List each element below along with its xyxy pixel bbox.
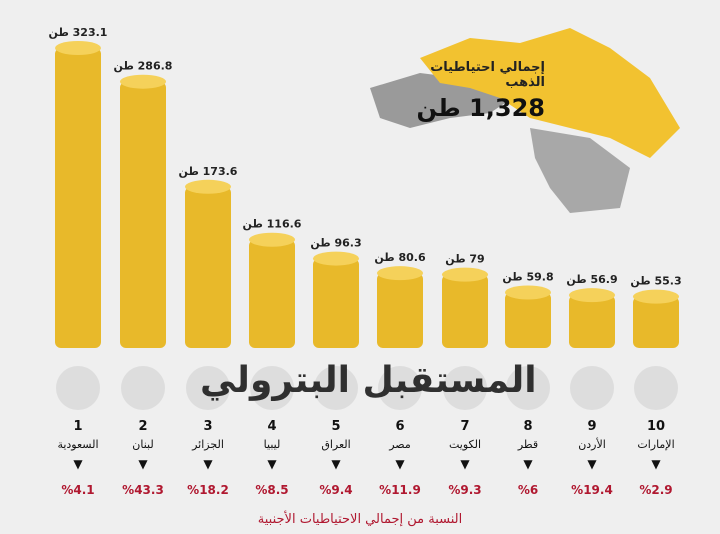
total-unit: طن bbox=[416, 94, 461, 122]
rank-label: 2 bbox=[138, 419, 147, 434]
percent-caption: النسبة من إجمالي الاحتياطيات الأجنبية bbox=[257, 512, 463, 527]
percent-label: %18.2 bbox=[187, 483, 229, 497]
total-value: 1,328 طن bbox=[395, 94, 545, 122]
libya-flag bbox=[250, 366, 294, 410]
rank-label: 1 bbox=[73, 419, 82, 434]
percent-label: %8.5 bbox=[255, 483, 288, 497]
down-arrow-icon: ▼ bbox=[267, 457, 277, 471]
qatar-flag bbox=[506, 366, 550, 410]
lebanon-flag bbox=[121, 366, 165, 410]
value-label: 79 طن bbox=[445, 253, 484, 266]
percent-label: %4.1 bbox=[61, 483, 94, 497]
value-label: 59.8 طن bbox=[502, 270, 553, 283]
country-label: الجزائر bbox=[191, 438, 224, 451]
rank-label: 4 bbox=[267, 419, 276, 434]
map-gray-africa bbox=[530, 128, 630, 213]
coin-top bbox=[569, 288, 615, 303]
down-arrow-icon: ▼ bbox=[138, 457, 148, 471]
value-label: 80.6 طن bbox=[374, 251, 426, 264]
coin-top bbox=[442, 267, 488, 282]
down-arrow-icon: ▼ bbox=[651, 457, 661, 471]
coin-stack-bar bbox=[442, 274, 488, 348]
total-number: 1,328 bbox=[469, 94, 545, 122]
algeria-flag bbox=[186, 366, 230, 410]
rank-label: 6 bbox=[395, 419, 404, 434]
rank-label: 3 bbox=[203, 419, 212, 434]
country-label: قطر bbox=[517, 438, 538, 451]
coin-stack-bar bbox=[55, 48, 101, 348]
down-arrow-icon: ▼ bbox=[523, 457, 533, 471]
rank-label: 9 bbox=[587, 419, 596, 434]
coin-stack-bar bbox=[505, 292, 551, 348]
value-label: 323.1 طن bbox=[49, 26, 108, 39]
coin-top bbox=[377, 266, 423, 281]
down-arrow-icon: ▼ bbox=[587, 457, 597, 471]
rank-label: 7 bbox=[460, 419, 469, 434]
country-label: الإمارات bbox=[637, 438, 674, 451]
coin-top bbox=[313, 251, 359, 266]
country-label: السعودية bbox=[57, 438, 98, 451]
value-label: 96.3 طن bbox=[310, 237, 361, 250]
egypt-flag bbox=[378, 366, 422, 410]
coin-top bbox=[505, 285, 551, 300]
down-arrow-icon: ▼ bbox=[460, 457, 470, 471]
value-label: 56.9 طن bbox=[566, 273, 617, 286]
value-label: 116.6 طن bbox=[243, 218, 302, 231]
coin-stack-bar bbox=[249, 239, 295, 348]
coin-stack-bar bbox=[313, 258, 359, 348]
country-label: العراق bbox=[321, 438, 350, 451]
value-label: 173.6 طن bbox=[179, 165, 238, 178]
country-label: الكويت bbox=[449, 438, 481, 451]
down-arrow-icon: ▼ bbox=[203, 457, 213, 471]
iraq-flag bbox=[314, 366, 358, 410]
percent-label: %11.9 bbox=[379, 483, 421, 497]
coin-stack-bar bbox=[377, 273, 423, 348]
arab-world-map bbox=[370, 28, 680, 213]
percent-label: %2.9 bbox=[639, 483, 672, 497]
down-arrow-icon: ▼ bbox=[73, 457, 83, 471]
coin-stack-bar bbox=[185, 186, 231, 348]
coin-top bbox=[249, 232, 295, 247]
total-label: إجمالي احتياطيات الذهب bbox=[430, 60, 545, 90]
coin-top bbox=[55, 41, 101, 55]
coin-top bbox=[633, 289, 679, 304]
map-gold-region bbox=[420, 28, 680, 158]
percent-label: %9.3 bbox=[448, 483, 481, 497]
down-arrow-icon: ▼ bbox=[331, 457, 341, 471]
coin-top bbox=[120, 74, 166, 89]
coin-stack-bar bbox=[120, 81, 166, 348]
percent-label: %6 bbox=[518, 483, 538, 497]
rank-label: 8 bbox=[523, 419, 532, 434]
percent-label: %9.4 bbox=[319, 483, 352, 497]
down-arrow-icon: ▼ bbox=[395, 457, 405, 471]
rank-label: 5 bbox=[331, 419, 340, 434]
rank-label: 10 bbox=[647, 419, 665, 434]
jordan-flag bbox=[570, 366, 614, 410]
kuwait-flag bbox=[443, 366, 487, 410]
country-label: الأردن bbox=[578, 437, 606, 451]
map-area bbox=[350, 18, 720, 218]
watermark-text: المستقبل البترولي bbox=[200, 360, 537, 401]
uae-flag bbox=[634, 366, 678, 410]
country-label: لبنان bbox=[132, 438, 153, 451]
value-label: 55.3 طن bbox=[630, 275, 681, 288]
coin-stack-bar bbox=[633, 296, 679, 348]
percent-label: %43.3 bbox=[122, 483, 164, 497]
percent-label: %19.4 bbox=[571, 483, 613, 497]
country-label: مصر bbox=[388, 438, 411, 451]
coin-stack-bar bbox=[569, 295, 615, 348]
coin-top bbox=[185, 179, 231, 194]
saudi-flag bbox=[56, 366, 100, 410]
value-label: 286.8 طن bbox=[114, 60, 173, 73]
total-reserves: إجمالي احتياطيات الذهب 1,328 طن bbox=[395, 60, 545, 122]
country-label: ليبيا bbox=[264, 438, 281, 451]
